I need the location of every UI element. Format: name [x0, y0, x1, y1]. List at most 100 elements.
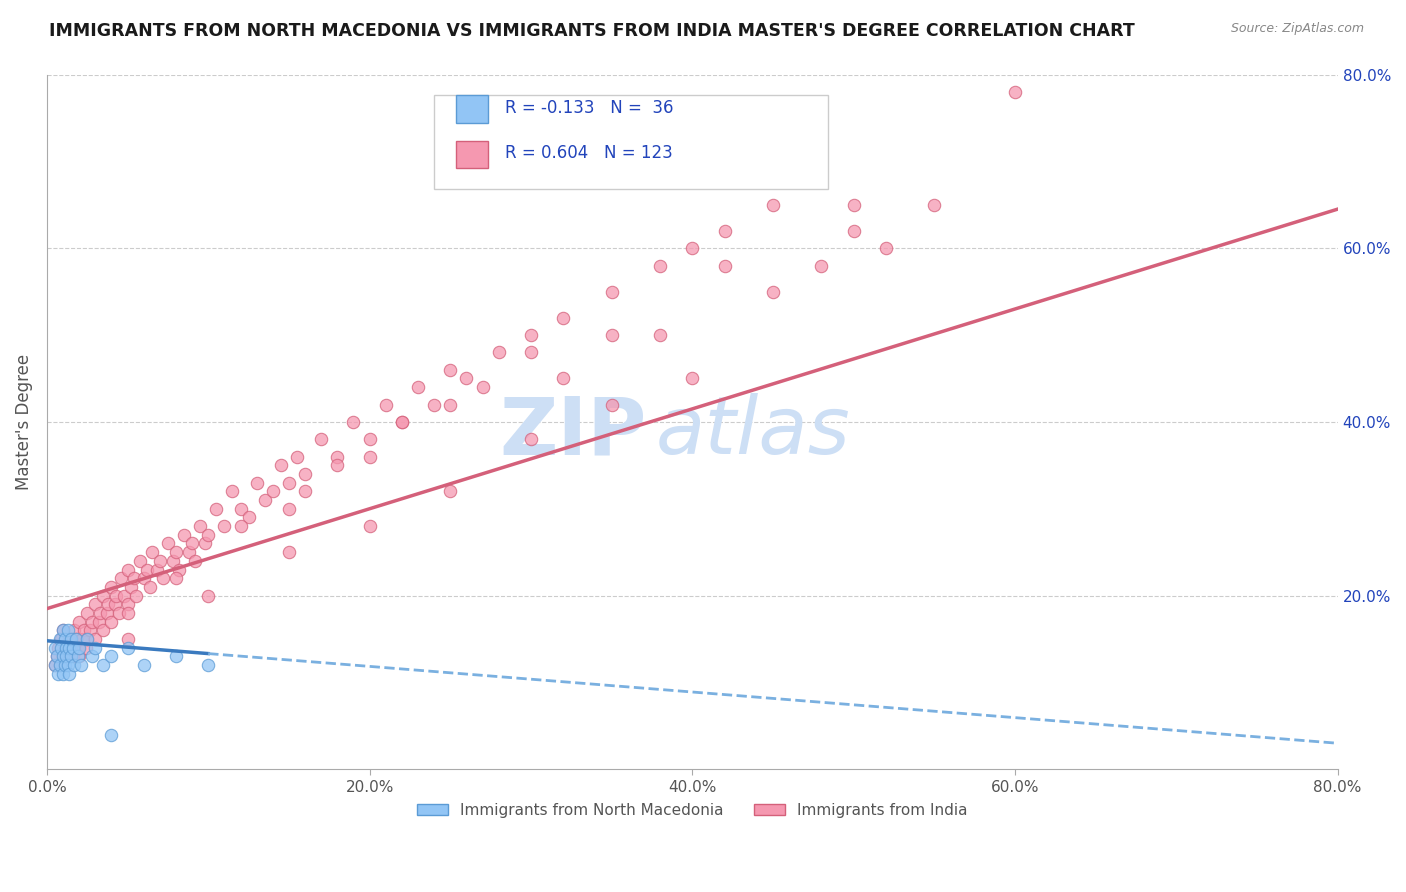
Point — [309, 432, 332, 446]
Point — [96, 606, 118, 620]
Point — [52, 624, 75, 638]
Point — [55, 649, 77, 664]
Point — [76, 632, 98, 646]
Point — [600, 398, 623, 412]
Point — [60, 649, 83, 664]
Point — [600, 285, 623, 299]
Point — [648, 259, 671, 273]
Point — [197, 589, 219, 603]
Point — [62, 649, 84, 664]
Point — [93, 589, 115, 603]
Point — [45, 649, 67, 664]
Text: R = 0.604   N = 123: R = 0.604 N = 123 — [505, 144, 673, 162]
Point — [51, 632, 73, 646]
Point — [149, 554, 172, 568]
Point — [238, 510, 260, 524]
Point — [229, 501, 252, 516]
FancyBboxPatch shape — [434, 95, 828, 189]
Point — [52, 649, 75, 664]
Point — [359, 432, 381, 446]
Bar — [456, 141, 488, 169]
Point — [44, 658, 66, 673]
Point — [97, 597, 120, 611]
Point — [117, 563, 139, 577]
Point — [285, 450, 308, 464]
Point — [72, 632, 94, 646]
Point — [52, 624, 75, 638]
Point — [122, 571, 145, 585]
Point — [56, 649, 79, 664]
Point — [52, 666, 75, 681]
Point — [73, 624, 96, 638]
Point — [842, 198, 865, 212]
Point — [105, 589, 128, 603]
Point — [173, 528, 195, 542]
Point — [188, 519, 211, 533]
Point — [681, 241, 703, 255]
Point — [132, 571, 155, 585]
Point — [89, 606, 111, 620]
Point — [681, 371, 703, 385]
Point — [423, 398, 446, 412]
Point — [359, 519, 381, 533]
Point — [49, 658, 72, 673]
Point — [156, 536, 179, 550]
Point — [520, 345, 543, 359]
Point — [277, 545, 299, 559]
Point — [439, 398, 461, 412]
Point — [165, 649, 187, 664]
Point — [46, 666, 69, 681]
Text: IMMIGRANTS FROM NORTH MACEDONIA VS IMMIGRANTS FROM INDIA MASTER'S DEGREE CORRELA: IMMIGRANTS FROM NORTH MACEDONIA VS IMMIG… — [49, 22, 1135, 40]
Point — [76, 606, 98, 620]
Point — [439, 484, 461, 499]
Point — [713, 259, 735, 273]
Point — [69, 658, 91, 673]
Point — [100, 615, 122, 629]
Point — [205, 501, 228, 516]
Point — [66, 640, 89, 655]
Point — [53, 658, 76, 673]
Point — [62, 640, 84, 655]
Point — [44, 658, 66, 673]
Point — [270, 458, 292, 473]
Point — [184, 554, 207, 568]
Point — [167, 563, 190, 577]
Point — [56, 658, 79, 673]
Point — [129, 554, 152, 568]
Point — [277, 475, 299, 490]
Point — [55, 640, 77, 655]
Point — [46, 640, 69, 655]
Point — [326, 458, 349, 473]
Point — [406, 380, 429, 394]
Point — [326, 450, 349, 464]
Point — [262, 484, 284, 499]
Point — [294, 467, 316, 481]
Point — [80, 649, 103, 664]
Point — [152, 571, 174, 585]
Point — [197, 658, 219, 673]
Point — [84, 632, 107, 646]
Point — [80, 615, 103, 629]
Point — [374, 398, 396, 412]
Point — [112, 589, 135, 603]
Point — [104, 597, 127, 611]
Point — [52, 649, 75, 664]
Point — [553, 310, 575, 325]
Point — [277, 501, 299, 516]
Point — [100, 649, 122, 664]
Point — [67, 615, 90, 629]
Point — [1004, 85, 1026, 99]
Point — [49, 658, 72, 673]
Point — [93, 658, 115, 673]
Point — [51, 640, 73, 655]
Point — [713, 224, 735, 238]
Point — [120, 580, 142, 594]
Point — [762, 285, 785, 299]
Point — [135, 563, 157, 577]
Point — [342, 415, 364, 429]
Bar — [456, 95, 488, 123]
Point — [162, 554, 184, 568]
Point — [391, 415, 413, 429]
Point — [456, 371, 478, 385]
Point — [63, 624, 86, 638]
